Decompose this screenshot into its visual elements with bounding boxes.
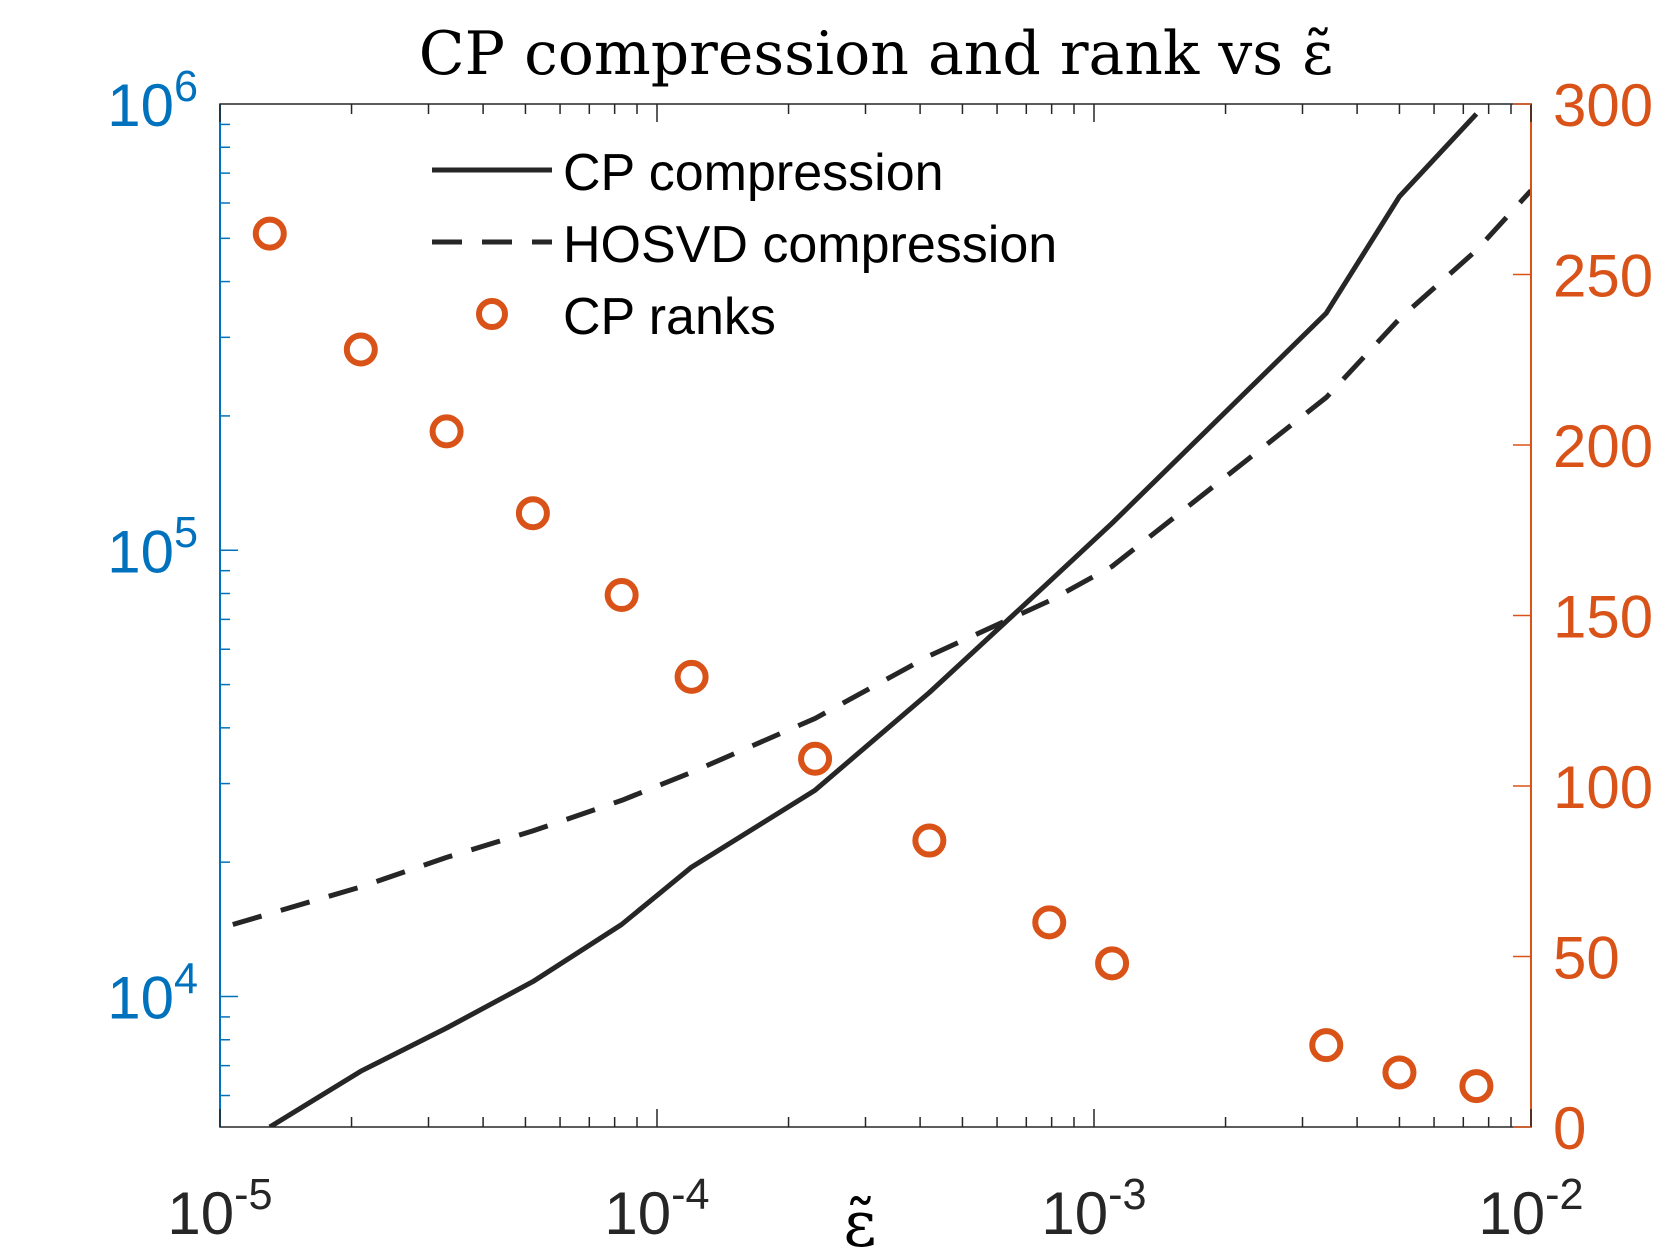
y-right-tick-label: 50 — [1553, 925, 1620, 992]
cp-rank-marker — [912, 823, 947, 858]
y-right-tick-label: 100 — [1553, 754, 1653, 821]
cp-rank-marker — [1382, 1055, 1417, 1090]
cp-rank-marker — [1309, 1028, 1344, 1063]
hosvd-compression-line — [232, 188, 1531, 927]
x-tick-label: 10-4 — [604, 1171, 709, 1247]
cp-rank-marker — [1095, 946, 1130, 981]
y-left-tick-label: 105 — [107, 509, 198, 585]
x-tick-label: 10-3 — [1041, 1171, 1146, 1247]
x-tick-label: 10-5 — [167, 1171, 272, 1247]
cp-rank-marker — [252, 216, 287, 251]
cp-rank-marker — [1032, 905, 1067, 940]
y-right-tick-label: 300 — [1553, 72, 1653, 139]
legend-label-cp-compression: CP compression — [563, 144, 944, 202]
legend-label-hosvd-compression: HOSVD compression — [563, 216, 1057, 274]
y-left-tick-label: 104 — [107, 955, 198, 1031]
tick-layer: 10-5 10-4 10-3 10-2 104 105 106 0 50 100 150 200 250… — [107, 63, 1653, 1247]
legend-swatch-cp-ranks — [476, 298, 508, 330]
y-right-tick-label: 200 — [1553, 413, 1653, 480]
chart-title: CP compression and rank vs ε̃ — [419, 19, 1333, 89]
cp-rank-marker — [343, 332, 378, 367]
cp-rank-marker — [798, 741, 833, 776]
y-right-tick-label: 0 — [1553, 1095, 1586, 1162]
marker-layer — [252, 216, 1494, 1104]
cp-rank-marker — [674, 659, 709, 694]
y-right-tick-label: 150 — [1553, 584, 1653, 651]
cp-rank-marker — [429, 414, 464, 449]
y-right-tick-label: 250 — [1553, 243, 1653, 310]
y-left-tick-label: 106 — [107, 63, 198, 139]
cp-compression-line — [268, 112, 1479, 1127]
x-axis-label: ε̃ — [843, 1188, 876, 1260]
series-layer — [232, 112, 1531, 1127]
cp-rank-marker — [1459, 1069, 1494, 1104]
x-tick-label: 10-2 — [1478, 1171, 1583, 1247]
legend: CP compression HOSVD compression CP rank… — [432, 144, 1057, 346]
cp-rank-marker — [604, 578, 639, 613]
cp-rank-marker — [515, 496, 550, 531]
x-axis-label-text: ε̃ — [843, 1188, 876, 1260]
legend-label-cp-ranks: CP ranks — [563, 288, 776, 346]
